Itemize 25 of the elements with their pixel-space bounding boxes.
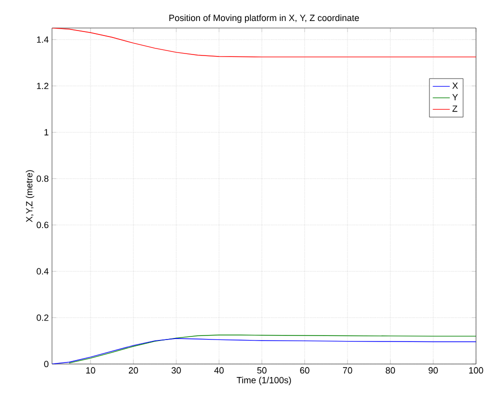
- x-tick-label: 70: [342, 367, 352, 374]
- legend-label: Z: [452, 106, 458, 112]
- x-axis-title: Time (1/100s): [236, 376, 291, 386]
- x-tick-label: 40: [214, 367, 224, 374]
- x-tick-label: 50: [257, 367, 267, 374]
- y-tick-label: 0.2: [36, 314, 48, 321]
- y-tick-label: 0.6: [36, 222, 48, 228]
- y-tick-label: 0.4: [36, 268, 49, 274]
- y-tick-label: 1: [44, 129, 48, 136]
- y-tick-label: 1.2: [37, 82, 48, 90]
- x-tick-label: 90: [428, 367, 438, 374]
- x-tick-label: 30: [172, 367, 181, 374]
- chart-title: Position of Moving platform in X, Y, Z coordinate: [169, 14, 359, 23]
- y-tick-label: 0: [44, 360, 48, 368]
- x-tick-label: 60: [300, 367, 310, 374]
- y-tick-label: 1.4: [37, 36, 49, 43]
- line-series: [68, 334, 476, 364]
- legend-label: X: [452, 82, 458, 89]
- x-tick-label: 100: [469, 367, 484, 374]
- x-tick-label: 20: [128, 367, 138, 374]
- y-axis-title: X,Y,Z (metre): [26, 170, 34, 222]
- legend-label: Y: [452, 94, 458, 100]
- x-tick-label: 80: [386, 367, 395, 374]
- x-tick-label: 10: [86, 367, 96, 374]
- y-tick-label: 0.8: [36, 175, 48, 182]
